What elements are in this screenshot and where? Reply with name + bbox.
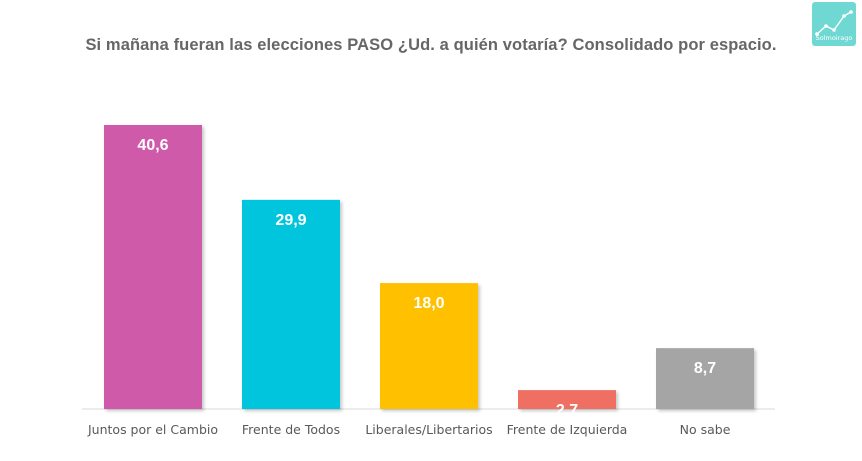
bar-no-sabe xyxy=(656,348,754,409)
value-label-frente-de-todos: 29,9 xyxy=(275,212,306,229)
logo-text: Solmoirago xyxy=(815,34,853,42)
value-label-no-sabe: 8,7 xyxy=(694,360,716,377)
chart-title: Si mañana fueran las elecciones PASO ¿Ud… xyxy=(85,36,777,54)
brand-logo: Solmoirago xyxy=(812,2,856,46)
bar-frente-de-todos xyxy=(242,199,340,409)
category-label-frente-de-todos: Frente de Todos xyxy=(242,422,340,437)
bar-frente-de-izquierda xyxy=(518,390,616,409)
category-label-no-sabe: No sabe xyxy=(680,422,731,437)
value-label-frente-de-izquierda: 2,7 xyxy=(556,402,578,419)
trend-chart-icon xyxy=(815,10,853,36)
value-label-liberales-libertarios: 18,0 xyxy=(413,295,444,312)
bar-juntos-por-el-cambio xyxy=(104,125,202,409)
category-label-juntos-por-el-cambio: Juntos por el Cambio xyxy=(87,422,218,437)
category-label-liberales-libertarios: Liberales/Libertarios xyxy=(365,422,492,437)
category-label-frente-de-izquierda: Frente de Izquierda xyxy=(507,422,628,437)
bar-liberales-libertarios xyxy=(380,283,478,409)
value-label-juntos-por-el-cambio: 40,6 xyxy=(137,137,168,154)
